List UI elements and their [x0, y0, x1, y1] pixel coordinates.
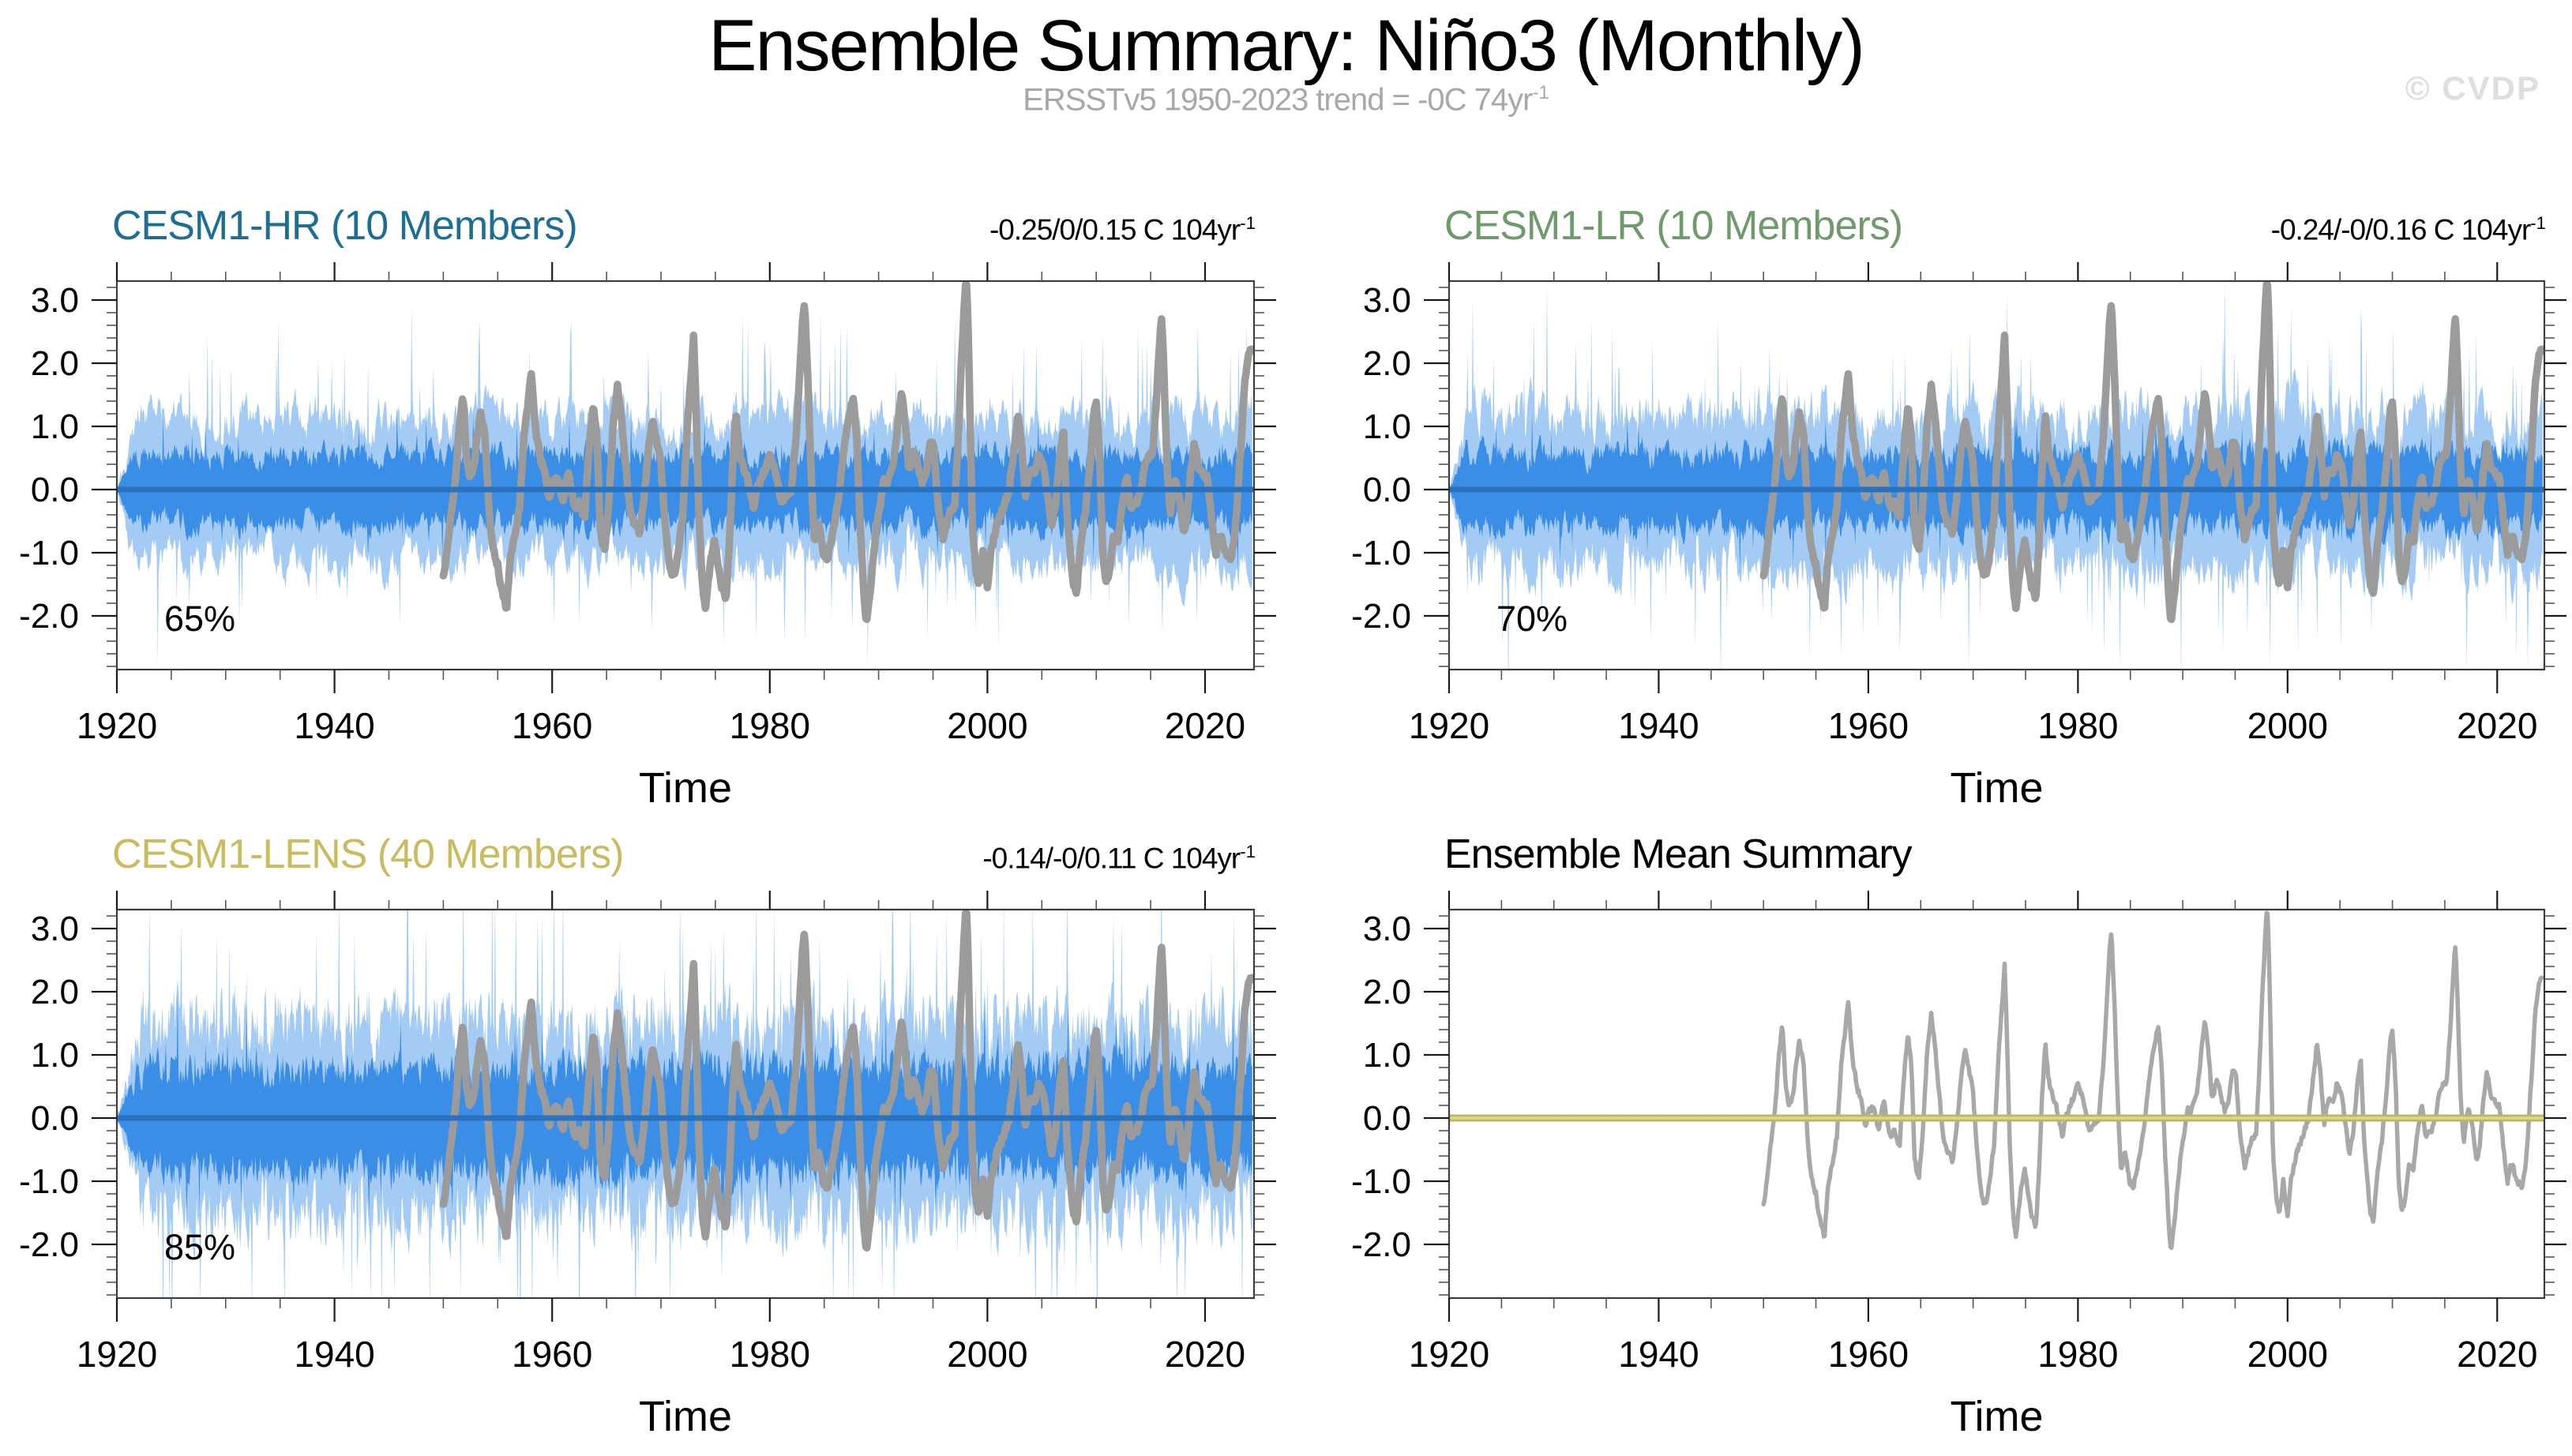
chart-canvas-cesm1-hr: 1920 1940 1960 1980 2000 2020 3.0 2.0 1.0 0.0 -1.0… [19, 262, 1276, 812]
svg-text:2000: 2000 [2247, 705, 2328, 746]
panel-cesm1-lens: CESM1-LENS (40 Members) -0.14/-0/0.11 C … [0, 826, 1287, 1450]
svg-text:0.0: 0.0 [1363, 1099, 1411, 1138]
x-axis-label: Time [639, 764, 732, 812]
agreement-percent-label: 70% [1496, 599, 1568, 639]
svg-text:2020: 2020 [1165, 1334, 1245, 1375]
subtitle-text: ERSSTv5 1950-2023 trend = -0C 74yr [1023, 82, 1533, 118]
svg-text:0.0: 0.0 [31, 1099, 79, 1138]
x-axis-label: Time [639, 1393, 732, 1440]
svg-text:0.0: 0.0 [1363, 471, 1411, 509]
svg-text:1940: 1940 [1618, 1334, 1699, 1375]
svg-text:2.0: 2.0 [31, 973, 79, 1011]
subtitle-superscript: -1 [1532, 82, 1549, 103]
svg-text:1.0: 1.0 [1363, 1036, 1411, 1075]
x-axis-label: Time [1951, 1393, 2044, 1440]
svg-text:1980: 1980 [730, 1334, 810, 1375]
svg-text:1980: 1980 [2037, 1334, 2118, 1375]
svg-text:2020: 2020 [2457, 1334, 2537, 1375]
panel-cesm1-hr: CESM1-HR (10 Members) -0.25/0/0.15 C 104… [0, 197, 1287, 821]
svg-text:0.0: 0.0 [31, 471, 79, 509]
svg-text:2000: 2000 [947, 705, 1027, 746]
svg-text:1.0: 1.0 [31, 407, 79, 446]
svg-text:-2.0: -2.0 [19, 597, 79, 636]
page-title: Ensemble Summary: Niño3 (Monthly) [708, 6, 1865, 86]
chart-canvas-ensemble-mean-summary: 1920 1940 1960 1980 2000 2020 3.0 2.0 1.0 0.0 -1.0… [1351, 891, 2566, 1440]
svg-text:-1.0: -1.0 [19, 1162, 79, 1201]
svg-text:3.0: 3.0 [1363, 910, 1411, 948]
svg-text:1940: 1940 [294, 705, 374, 746]
svg-text:1980: 1980 [730, 705, 810, 746]
svg-text:2000: 2000 [947, 1334, 1027, 1375]
agreement-percent-label: 85% [164, 1227, 236, 1267]
panel-ensemble-mean-summary: Ensemble Mean Summary 1920 1940 1960 1980 20… [1287, 826, 2572, 1450]
svg-text:3.0: 3.0 [1363, 281, 1411, 320]
svg-text:1960: 1960 [1828, 1334, 1909, 1375]
svg-text:1980: 1980 [2037, 705, 2118, 746]
svg-text:2.0: 2.0 [1363, 344, 1411, 383]
svg-text:-2.0: -2.0 [19, 1225, 79, 1264]
x-axis-label: Time [1951, 764, 2044, 812]
svg-text:-2.0: -2.0 [1351, 597, 1411, 636]
chart-canvas-cesm1-lens: 1920 1940 1960 1980 2000 2020 3.0 2.0 1.0 0.0 -1.0… [19, 891, 1276, 1440]
svg-text:1920: 1920 [1409, 1334, 1489, 1375]
svg-text:1920: 1920 [77, 1334, 157, 1375]
svg-text:3.0: 3.0 [31, 281, 79, 320]
svg-text:-1.0: -1.0 [19, 534, 79, 572]
svg-text:1.0: 1.0 [31, 1036, 79, 1075]
svg-text:2020: 2020 [1165, 705, 1245, 746]
svg-text:1960: 1960 [512, 705, 592, 746]
chart-canvas-cesm1-lr: 1920 1940 1960 1980 2000 2020 3.0 2.0 1.0 0.0 -1.0… [1351, 262, 2566, 812]
agreement-percent-label: 65% [164, 599, 236, 639]
svg-text:-2.0: -2.0 [1351, 1225, 1411, 1264]
svg-text:1940: 1940 [1618, 705, 1699, 746]
svg-text:2.0: 2.0 [1363, 973, 1411, 1011]
cvdp-watermark: © CVDP [2405, 69, 2540, 107]
svg-text:-1.0: -1.0 [1351, 534, 1411, 572]
page-subtitle: ERSSTv5 1950-2023 trend = -0C 74yr-1 [0, 82, 2572, 118]
panel-cesm1-lr: CESM1-LR (10 Members) -0.24/-0/0.16 C 10… [1287, 197, 2572, 821]
svg-text:1.0: 1.0 [1363, 407, 1411, 446]
svg-text:1960: 1960 [512, 1334, 592, 1375]
svg-text:3.0: 3.0 [31, 910, 79, 948]
svg-text:2020: 2020 [2457, 705, 2537, 746]
svg-text:1920: 1920 [77, 705, 157, 746]
svg-text:2000: 2000 [2247, 1334, 2328, 1375]
svg-text:1940: 1940 [294, 1334, 374, 1375]
svg-text:-1.0: -1.0 [1351, 1162, 1411, 1201]
svg-text:1960: 1960 [1828, 705, 1909, 746]
svg-text:1920: 1920 [1409, 705, 1489, 746]
svg-text:2.0: 2.0 [31, 344, 79, 383]
